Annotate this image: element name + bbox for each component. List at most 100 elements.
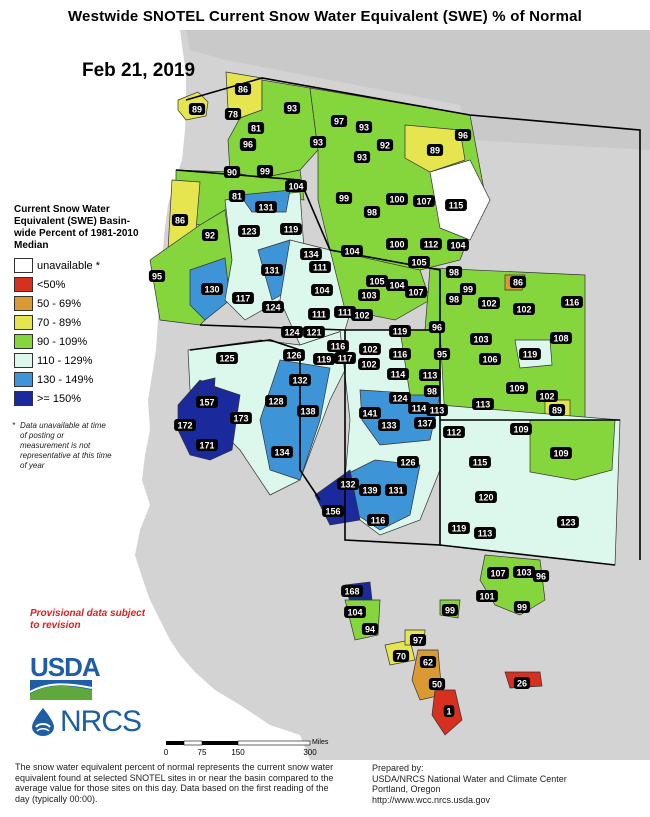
footer-url[interactable]: http://www.wcc.nrcs.usda.gov xyxy=(372,794,491,805)
basin-label-bg xyxy=(519,348,541,360)
basin-label: 103 xyxy=(358,289,380,301)
legend-item-50-69: 50 - 69% xyxy=(14,294,139,313)
basin-label: 92 xyxy=(376,139,394,151)
basin-label-text: 116 xyxy=(331,342,346,352)
basin-label: 157 xyxy=(196,396,218,408)
basin-label-bg xyxy=(479,353,501,365)
basin-label: 130 xyxy=(201,283,223,295)
basin-label: 119 xyxy=(448,522,470,534)
footer-prepared-by: Prepared by: xyxy=(372,763,424,773)
snotel-map: 8986789381979396819392899690999310481999… xyxy=(0,30,650,760)
basin-label: 124 xyxy=(262,301,284,313)
basin-label-text: 98 xyxy=(427,387,437,397)
basin-label: 134 xyxy=(300,248,322,260)
scale-tick-0: 0 xyxy=(164,748,169,757)
basin-label-text: 89 xyxy=(552,406,562,416)
basin-label-bg xyxy=(232,292,254,304)
basin-label-text: 90 xyxy=(227,168,237,178)
basin-label-text: 108 xyxy=(553,334,568,344)
basin-label: 168 xyxy=(341,585,363,597)
basin-label: 123 xyxy=(238,225,260,237)
basin-label-text: 81 xyxy=(232,192,242,202)
basin-label: 119 xyxy=(389,325,411,337)
basin-label: 112 xyxy=(443,426,465,438)
basin-label: 119 xyxy=(519,348,541,360)
basin-label: 117 xyxy=(334,352,356,364)
basin-label-text: 131 xyxy=(258,203,273,213)
scale-bar-graphic: 0 75 150 300 Miles xyxy=(164,739,329,757)
basin-label-text: 98 xyxy=(449,268,459,278)
usda-logo: USDA xyxy=(29,654,101,705)
legend-item-130-149: 130 - 149% xyxy=(14,370,139,389)
basin-label-text: 100 xyxy=(389,240,404,250)
basin-label-text: 102 xyxy=(539,392,554,402)
basin-label-bg xyxy=(454,129,472,141)
basin-label-text: 137 xyxy=(417,419,432,429)
basin-label-text: 105 xyxy=(411,258,426,268)
basin-label-bg xyxy=(309,261,331,273)
basin-label: 62 xyxy=(419,656,437,668)
footer-location: Portland, Oregon xyxy=(372,784,441,794)
basin-label-bg xyxy=(428,321,446,333)
legend-swatch xyxy=(14,315,33,330)
basin-label: 114 xyxy=(387,368,409,380)
basin-label: 98 xyxy=(445,293,463,305)
basin-label: 108 xyxy=(550,332,572,344)
basin-label-bg xyxy=(487,567,509,579)
scale-tick-1: 75 xyxy=(198,748,207,757)
basin-label-bg xyxy=(386,193,408,205)
basin-label-bg xyxy=(261,264,283,276)
basin-label: 123 xyxy=(557,516,579,528)
basin-label: 93 xyxy=(355,121,373,133)
legend-swatch xyxy=(14,258,33,273)
basin-label-bg xyxy=(409,634,427,646)
basin-label-text: 172 xyxy=(177,421,192,431)
basin-label: 96 xyxy=(454,129,472,141)
basin-label-bg xyxy=(303,326,325,338)
basin-label: 104 xyxy=(447,239,469,251)
basin-label-text: 123 xyxy=(241,227,256,237)
basin-label: 119 xyxy=(313,353,335,365)
basin-label-bg xyxy=(557,516,579,528)
basin-label-bg xyxy=(476,590,498,602)
footer-description: The snow water equivalent percent of nor… xyxy=(15,762,334,804)
basin-label-bg xyxy=(413,195,435,207)
basin-label: 125 xyxy=(216,352,238,364)
basin-label-text: 173 xyxy=(233,414,248,424)
map-date: Feb 21, 2019 xyxy=(82,60,196,81)
region-ca-dark-north xyxy=(197,377,216,401)
basin-label-text: 98 xyxy=(449,295,459,305)
basin-label: 1 xyxy=(443,705,455,717)
basin-label-text: 93 xyxy=(357,153,367,163)
basin-label-text: 104 xyxy=(347,608,362,618)
basin-label-text: 116 xyxy=(371,516,386,526)
footer-credits: Prepared by: USDA/NRCS National Water an… xyxy=(372,763,642,805)
basin-label: 111 xyxy=(308,308,330,320)
ocean xyxy=(0,30,310,760)
basin-label-text: 26 xyxy=(517,679,527,689)
basin-label-bg xyxy=(196,396,218,408)
basin-label-text: 111 xyxy=(338,308,352,318)
basin-label-bg xyxy=(359,407,381,419)
legend-item-unavailable: unavailable * xyxy=(14,256,139,275)
basin-label-bg xyxy=(389,392,411,404)
basin-label-text: 117 xyxy=(338,354,353,364)
basin-label: 102 xyxy=(359,343,381,355)
basin-label: 103 xyxy=(513,566,535,578)
basin-label-bg xyxy=(408,402,430,414)
basin-label-text: 132 xyxy=(340,480,355,490)
basin-label-bg xyxy=(506,382,528,394)
basin-label: 109 xyxy=(506,382,528,394)
scale-tick-3: 300 xyxy=(303,748,317,757)
basin-label-text: 1 xyxy=(446,707,451,717)
basin-label: 102 xyxy=(351,309,373,321)
basin-label-bg xyxy=(334,352,356,364)
basin-label: 139 xyxy=(359,484,381,496)
basin-label-bg xyxy=(256,165,274,177)
basin-label: 156 xyxy=(322,505,344,517)
basin-label-text: 96 xyxy=(458,131,468,141)
basin-label: 93 xyxy=(353,151,371,163)
basin-label-text: 134 xyxy=(303,250,318,260)
legend-label: >= 150% xyxy=(37,392,82,405)
basin-label: 97 xyxy=(409,634,427,646)
